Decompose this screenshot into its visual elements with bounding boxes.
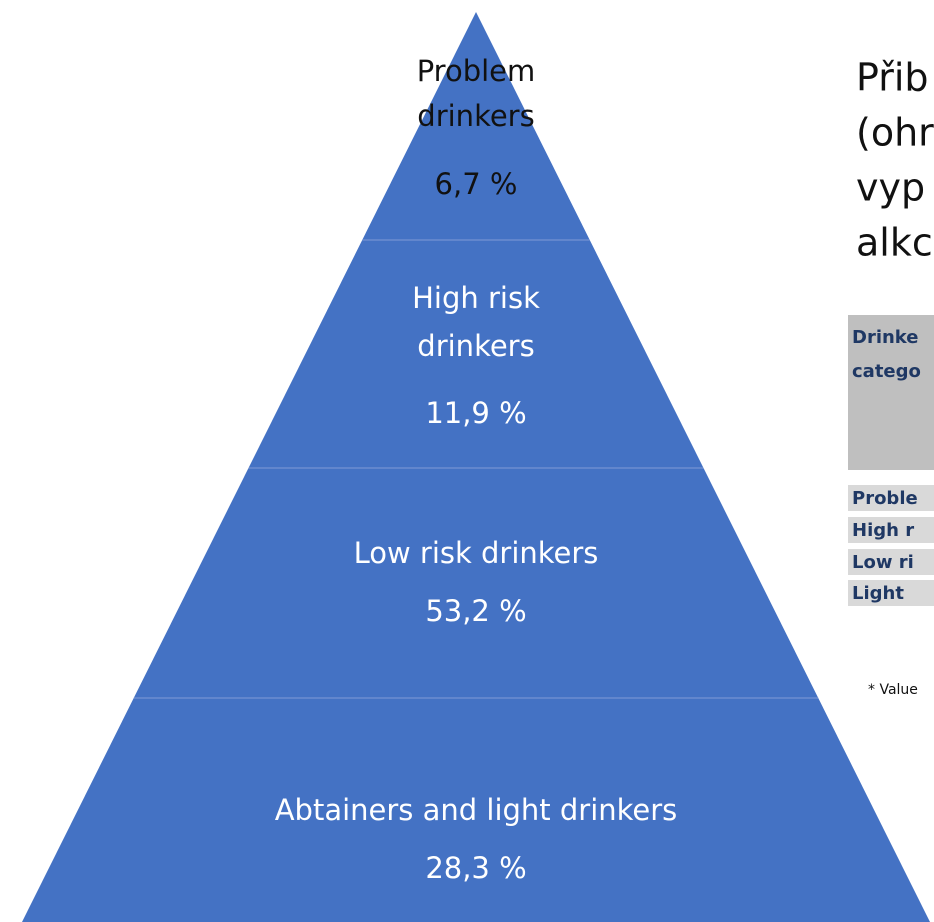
table-row	[848, 580, 934, 606]
level-label: Abtainers and light drinkers	[275, 793, 678, 827]
table-row-text: High r	[852, 520, 914, 541]
side-title: vyp	[856, 166, 925, 210]
table-row-text: Low ri	[852, 552, 914, 573]
table-row-text: Proble	[852, 488, 918, 509]
level-label: Problem	[417, 54, 536, 88]
level-value: 28,3 %	[425, 851, 526, 885]
table-header-text: catego	[852, 361, 921, 382]
side-title: (ohr	[856, 111, 934, 155]
level-label: drinkers	[417, 99, 534, 133]
table-row	[848, 517, 934, 543]
table-row	[848, 549, 934, 575]
level-label: Low risk drinkers	[354, 536, 599, 570]
table-header	[848, 315, 934, 470]
table-row	[848, 485, 934, 511]
side-title: Přib	[856, 56, 929, 100]
level-label: drinkers	[417, 329, 534, 363]
level-value: 11,9 %	[425, 396, 526, 430]
level-label: High risk	[412, 281, 540, 315]
level-value: 6,7 %	[435, 167, 518, 201]
pyramid	[22, 12, 930, 922]
level-value: 53,2 %	[425, 594, 526, 628]
table-row-text: Light	[852, 583, 904, 604]
footnote: * Value	[868, 682, 918, 698]
side-title: alkc	[856, 221, 933, 265]
table-header-text: Drinke	[852, 327, 919, 348]
